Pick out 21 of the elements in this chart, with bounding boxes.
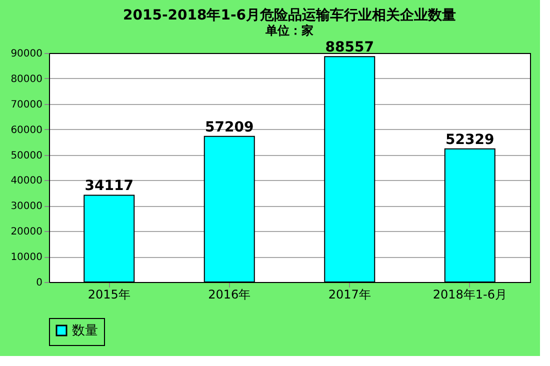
y-axis-title: 单位：家 <box>264 24 314 38</box>
legend-label: 数量 <box>72 324 98 338</box>
x-tick-label: 2018年1-6月 <box>432 288 507 302</box>
y-tick-label: 70000 <box>10 99 42 110</box>
data-label: 34117 <box>84 178 134 194</box>
data-label: 52329 <box>446 132 494 148</box>
x-tick-label: 2015年 <box>88 288 130 302</box>
y-tick-label: 20000 <box>10 226 42 238</box>
y-tick-label: 60000 <box>10 124 42 136</box>
x-tick-label: 2016年 <box>208 288 251 302</box>
data-label: 57209 <box>205 119 254 136</box>
y-tick-label: 40000 <box>10 176 42 187</box>
data-label: 88557 <box>325 40 374 56</box>
y-tick-label: 30000 <box>10 201 42 212</box>
y-tick-label: 80000 <box>10 74 42 85</box>
chart-title: 2015-2018年1-6月危险品运输车行业相关企业数量 <box>122 6 456 24</box>
y-tick-label: 10000 <box>10 252 42 264</box>
y-tick-label: 50000 <box>10 150 42 162</box>
y-tick-label: 0 <box>36 278 42 288</box>
x-tick-label: 2017年 <box>328 288 371 302</box>
y-tick-label: 90000 <box>10 48 42 60</box>
